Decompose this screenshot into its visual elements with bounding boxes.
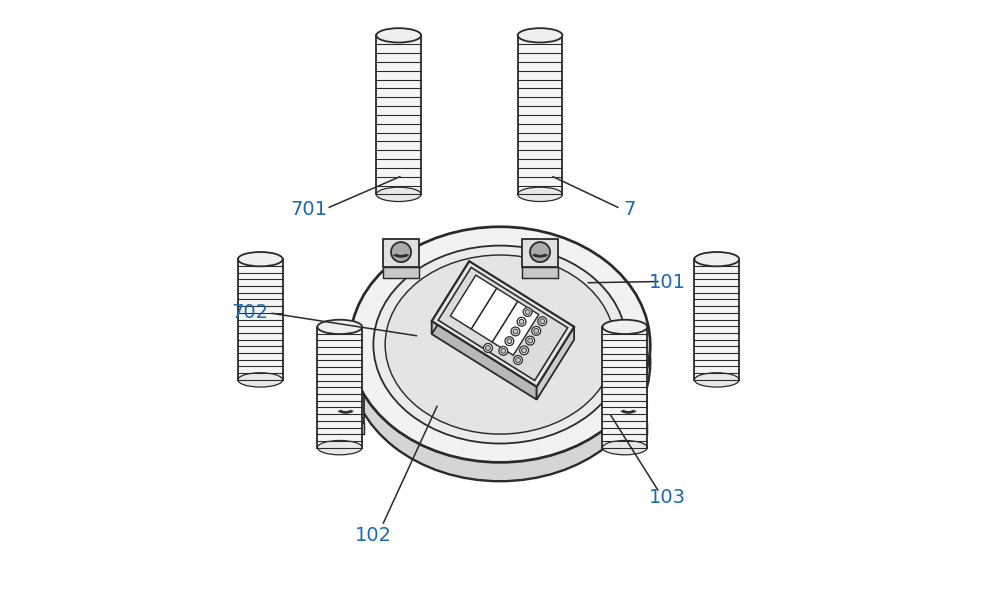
Ellipse shape [317,320,362,334]
Ellipse shape [602,320,647,334]
Circle shape [522,348,527,353]
Circle shape [514,356,522,365]
Circle shape [499,346,508,355]
Polygon shape [537,327,574,400]
Ellipse shape [694,373,739,387]
Bar [518,35,562,194]
Polygon shape [438,267,568,380]
Circle shape [336,398,356,418]
FancyBboxPatch shape [327,395,364,423]
Polygon shape [432,321,537,400]
Ellipse shape [350,246,650,481]
Ellipse shape [518,28,562,42]
Bar [694,259,739,380]
Circle shape [538,317,547,326]
Text: 7: 7 [623,200,636,219]
Ellipse shape [317,441,362,455]
Polygon shape [492,302,539,355]
Circle shape [532,326,541,335]
Polygon shape [432,261,469,334]
Ellipse shape [385,255,615,434]
Polygon shape [471,288,518,342]
FancyBboxPatch shape [610,423,647,434]
Ellipse shape [694,252,739,266]
Circle shape [511,327,520,336]
Bar [376,35,421,194]
Circle shape [484,343,492,352]
Text: 103: 103 [649,488,686,507]
Circle shape [505,337,514,346]
Circle shape [517,317,526,326]
Ellipse shape [373,246,627,444]
FancyBboxPatch shape [383,239,419,267]
Bar [602,327,647,448]
Ellipse shape [376,28,421,42]
Circle shape [528,338,533,343]
Text: 701: 701 [290,200,327,219]
Circle shape [520,346,529,355]
FancyBboxPatch shape [383,267,419,278]
Ellipse shape [238,373,283,387]
Bar [317,327,362,448]
Circle shape [501,349,506,353]
Ellipse shape [376,187,421,201]
Polygon shape [432,261,574,387]
Circle shape [526,336,535,345]
Circle shape [540,319,545,323]
Circle shape [507,339,512,343]
Circle shape [525,310,530,315]
Circle shape [519,319,524,324]
Circle shape [516,358,520,362]
Circle shape [513,329,518,334]
FancyBboxPatch shape [522,239,558,267]
FancyBboxPatch shape [610,395,647,423]
Polygon shape [450,275,497,329]
Circle shape [618,398,638,418]
FancyBboxPatch shape [327,423,364,434]
Circle shape [534,329,539,333]
Ellipse shape [518,187,562,201]
Text: 702: 702 [231,303,268,322]
Ellipse shape [602,441,647,455]
Circle shape [486,346,490,350]
Circle shape [523,307,532,316]
Bar [238,259,283,380]
Ellipse shape [350,227,650,462]
Text: 102: 102 [355,527,392,545]
FancyBboxPatch shape [522,267,558,278]
Circle shape [391,242,411,262]
Circle shape [530,242,550,262]
Ellipse shape [238,252,283,266]
Text: 101: 101 [649,273,686,292]
